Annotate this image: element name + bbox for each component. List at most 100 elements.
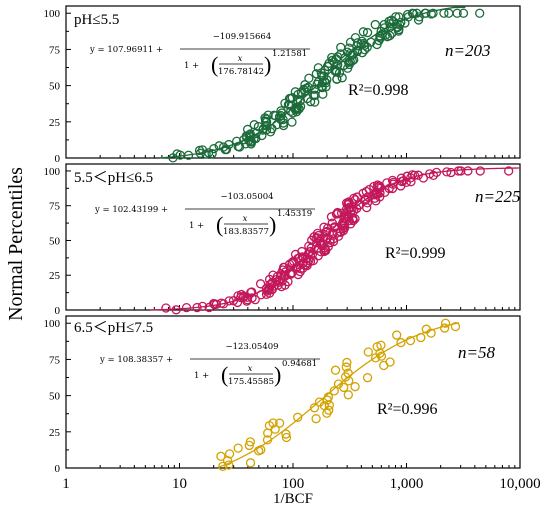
data-point (192, 302, 202, 313)
data-point (350, 195, 360, 205)
data-point (221, 144, 232, 155)
data-point (309, 403, 320, 413)
data-point (313, 63, 323, 73)
x-tick-label: 10,000 (499, 476, 540, 492)
right-paren: ) (269, 212, 276, 237)
data-point (181, 302, 192, 313)
data-point (207, 149, 217, 159)
y-tick-label: 0 (55, 305, 61, 317)
data-point (416, 332, 426, 343)
data-point (420, 8, 430, 18)
data-point (392, 330, 402, 340)
data-point (183, 150, 194, 160)
data-point (260, 113, 270, 123)
left-paren: ( (216, 212, 223, 237)
data-point (442, 167, 452, 177)
data-point (440, 318, 451, 328)
data-point (323, 223, 333, 233)
data-point (352, 38, 363, 48)
data-point (456, 166, 466, 176)
data-point (343, 368, 353, 378)
equation-lhs: y = 102.43199 + (94, 205, 168, 215)
data-point (439, 8, 449, 18)
plot-frame (65, 5, 521, 159)
sample-size: n=203 (445, 41, 490, 60)
data-point (350, 32, 361, 43)
data-point (332, 52, 343, 62)
data-point (439, 323, 450, 333)
data-point (161, 303, 171, 313)
data-point (263, 110, 273, 120)
data-point (382, 178, 392, 188)
equation-numerator: −103.05004 (220, 192, 273, 202)
fit-equation: y = 108.38357 + −123.05409 1 + (x 175.45585)… (99, 342, 320, 387)
data-point (305, 246, 316, 257)
equation-numerator: −109.915664 (213, 32, 272, 42)
fit-equation: y = 102.43199 + −103.05004 1 + (x 183.83577)… (94, 192, 315, 237)
data-point (287, 117, 297, 127)
data-point (363, 347, 373, 357)
data-point (222, 455, 233, 466)
data-point (458, 8, 469, 18)
y-tick-label: 50 (49, 391, 61, 403)
right-paren: ) (264, 52, 271, 77)
y-tick-label: 25 (49, 427, 61, 439)
data-point (280, 267, 290, 277)
data-point (233, 443, 243, 453)
data-point (418, 173, 429, 183)
y-tick-label: 100 (44, 166, 61, 178)
data-point (336, 49, 346, 59)
data-point (379, 19, 389, 30)
data-point (425, 169, 435, 179)
equation-denominator-prefix: 1 + (184, 61, 199, 71)
data-point (407, 170, 418, 180)
data-point (475, 166, 485, 176)
data-point (245, 129, 255, 139)
equation-lhs: y = 107.96911 + (89, 45, 163, 55)
data-point (262, 435, 273, 445)
data-point (218, 142, 229, 152)
x-tick-label: 100 (282, 476, 305, 492)
data-point (171, 305, 181, 315)
panel-1: 0 25 50 75 100 pH≤5.5 y = 107.96911 + −109.9156… (44, 5, 521, 165)
y-tick-label: 100 (44, 8, 61, 20)
data-point (431, 167, 442, 178)
data-point (375, 31, 385, 42)
data-point (292, 95, 303, 105)
data-point (232, 136, 242, 146)
data-point (308, 255, 319, 266)
data-point (286, 268, 296, 279)
data-point (338, 217, 348, 228)
data-point (256, 445, 266, 455)
inner-denominator: 175.45585 (228, 377, 274, 387)
data-point (405, 335, 416, 346)
data-point (247, 287, 257, 297)
data-point (281, 432, 292, 443)
data-point (280, 98, 290, 108)
data-point (253, 121, 264, 132)
data-point (214, 141, 224, 151)
data-point (216, 451, 226, 461)
fit-equation: y = 107.96911 + −109.915664 1 + (x 176.78142… (89, 32, 310, 77)
inner-denominator: 176.78142 (218, 67, 264, 77)
data-point (245, 437, 256, 447)
sample-size: n=58 (458, 343, 495, 362)
data-point (504, 166, 514, 176)
data-point (391, 12, 401, 22)
data-point (341, 362, 351, 372)
data-point (276, 106, 286, 116)
panels: 0 25 50 75 100 pH≤5.5 y = 107.96911 + −109.9156… (44, 5, 521, 475)
inner-numerator: x (248, 364, 253, 374)
sample-size: n=225 (475, 187, 520, 206)
panel-label: 5.5＜pH≤6.5 (74, 170, 153, 186)
data-point (309, 90, 319, 101)
data-point (388, 17, 399, 27)
data-point (396, 17, 406, 28)
panel-2: 0 25 50 75 100 5.5＜pH≤6.5 y = 102.43199 + −103.… (44, 163, 521, 317)
data-point (311, 414, 321, 424)
data-point (324, 400, 334, 410)
y-tick-label: 50 (49, 81, 61, 93)
data-point (224, 296, 234, 306)
data-point (362, 373, 373, 383)
